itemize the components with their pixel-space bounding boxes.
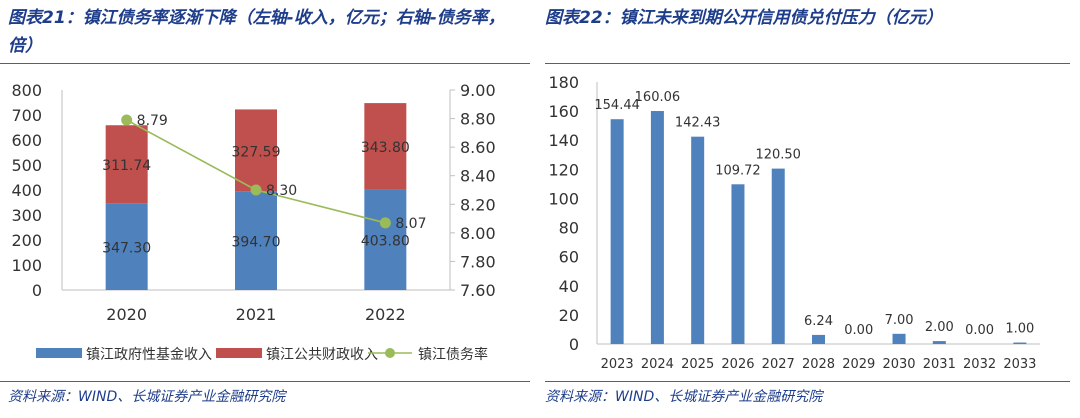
y-tick-label: 20 bbox=[559, 306, 579, 325]
left-y-tick-label: 800 bbox=[11, 81, 42, 100]
bar-data-label: 6.24 bbox=[804, 314, 833, 329]
legend-label: 镇江政府性基金收入 bbox=[86, 346, 212, 363]
x-tick-label: 2033 bbox=[1003, 357, 1036, 372]
maturity-bar bbox=[932, 341, 946, 344]
x-tick-label: 2021 bbox=[236, 305, 277, 324]
right-y-tick-label: 8.00 bbox=[460, 224, 496, 243]
maturity-bar bbox=[771, 168, 785, 344]
legend-label: 镇江债务率 bbox=[418, 346, 488, 363]
x-tick-label: 2020 bbox=[106, 305, 147, 324]
left-figure-title: 图表21：镇江债务率逐渐下降（左轴-收入，亿元；右轴-债务率，倍） bbox=[8, 8, 505, 56]
maturity-bar bbox=[610, 119, 624, 344]
y-tick-label: 100 bbox=[548, 189, 579, 208]
x-tick-label: 2026 bbox=[721, 357, 754, 372]
bar-data-label: 403.80 bbox=[361, 234, 410, 250]
maturity-bar bbox=[691, 136, 705, 344]
left-y-tick-label: 0 bbox=[32, 281, 42, 300]
left-y-tick-label: 400 bbox=[11, 181, 42, 200]
bar-data-label: 154.44 bbox=[594, 98, 640, 113]
debt-ratio-point bbox=[250, 184, 262, 196]
y-tick-label: 120 bbox=[548, 160, 579, 179]
maturity-bar bbox=[650, 111, 664, 344]
bar-segment-fund-revenue bbox=[105, 203, 148, 290]
bar-data-label: 311.74 bbox=[102, 158, 151, 174]
x-tick-label: 2032 bbox=[963, 357, 996, 372]
right-y-tick-label: 8.20 bbox=[460, 195, 496, 214]
y-tick-label: 40 bbox=[559, 277, 579, 296]
y-tick-label: 140 bbox=[548, 131, 579, 150]
right-figure-title: 图表22：镇江未来到期公开信用债兑付压力（亿元） bbox=[545, 8, 943, 28]
debt-ratio-label: 8.79 bbox=[137, 113, 168, 129]
bar-data-label: 343.80 bbox=[361, 140, 410, 156]
y-tick-label: 80 bbox=[559, 219, 579, 238]
left-panel: 图表21：镇江债务率逐渐下降（左轴-收入，亿元；右轴-债务率，倍） 0 100 20… bbox=[0, 0, 530, 418]
legend-marker bbox=[385, 348, 395, 358]
x-tick-label: 2029 bbox=[842, 357, 875, 372]
bar-segment-fund-revenue bbox=[364, 189, 407, 290]
right-y-tick-label: 8.40 bbox=[460, 167, 496, 186]
maturity-bar bbox=[892, 333, 906, 344]
x-tick-label: 2030 bbox=[882, 357, 915, 372]
x-tick-label: 2031 bbox=[923, 357, 956, 372]
right-y-tick-label: 7.80 bbox=[460, 252, 496, 271]
y-tick-label: 60 bbox=[559, 248, 579, 267]
right-y-tick-label: 7.60 bbox=[460, 281, 496, 300]
maturity-bar bbox=[812, 334, 825, 344]
bar-data-label: 109.72 bbox=[715, 163, 761, 178]
bar-segment-public-revenue bbox=[364, 103, 407, 190]
legend-swatch bbox=[36, 348, 82, 358]
bar-data-label: 347.30 bbox=[102, 241, 151, 257]
right-y-tick-label: 9.00 bbox=[460, 81, 496, 100]
bar-segment-public-revenue bbox=[235, 109, 277, 192]
right-source-note: 资料来源：WIND、长城证券产业金融研究院 bbox=[545, 389, 823, 405]
bar-data-label: 142.43 bbox=[675, 116, 721, 131]
right-source-rule bbox=[545, 381, 1070, 382]
bar-data-label: 160.06 bbox=[635, 90, 681, 105]
left-y-tick-label: 500 bbox=[11, 156, 42, 175]
right-title-rule bbox=[545, 63, 1070, 64]
right-y-tick-label: 8.60 bbox=[460, 138, 496, 157]
left-y-tick-label: 200 bbox=[11, 231, 42, 250]
bar-data-label: 1.00 bbox=[1005, 322, 1034, 337]
x-tick-label: 2023 bbox=[601, 357, 634, 372]
left-y-tick-label: 600 bbox=[11, 131, 42, 150]
legend-label: 镇江公共财政收入 bbox=[266, 347, 378, 363]
left-title-rule bbox=[0, 63, 530, 64]
left-y-tick-label: 700 bbox=[11, 106, 42, 125]
left-chart: 0 100 200 300 400 500 600 700 800 7.60 7.80 8.00 8.2… bbox=[11, 81, 496, 363]
bar-segment-public-revenue bbox=[105, 125, 148, 204]
bar-data-label: 7.00 bbox=[885, 313, 914, 328]
left-y-tick-label: 100 bbox=[11, 256, 42, 275]
bar-data-label: 0.00 bbox=[965, 323, 994, 338]
x-tick-label: 2022 bbox=[365, 305, 406, 324]
bar-data-label: 0.00 bbox=[844, 323, 873, 338]
bar-data-label: 327.59 bbox=[232, 144, 281, 160]
bar-segment-fund-revenue bbox=[235, 191, 277, 290]
y-tick-label: 160 bbox=[548, 102, 579, 121]
debt-ratio-point bbox=[379, 217, 391, 229]
right-panel: 图表22：镇江未来到期公开信用债兑付压力（亿元） 0 20 40 60 80 100 120… bbox=[545, 0, 1070, 418]
left-source-rule bbox=[0, 381, 530, 382]
left-source-note: 资料来源：WIND、长城证券产业金融研究院 bbox=[8, 389, 286, 405]
x-tick-label: 2027 bbox=[762, 357, 795, 372]
debt-ratio-label: 8.30 bbox=[266, 183, 297, 199]
bar-data-label: 394.70 bbox=[232, 235, 281, 251]
right-chart: 0 20 40 60 80 100 120 140 160 180 2023 2024 2025 2026… bbox=[548, 73, 1040, 372]
maturity-bar bbox=[1013, 342, 1027, 344]
x-tick-label: 2025 bbox=[681, 357, 714, 372]
x-tick-label: 2024 bbox=[641, 357, 674, 372]
y-tick-label: 0 bbox=[569, 335, 579, 354]
debt-ratio-point bbox=[121, 114, 133, 126]
maturity-bar bbox=[731, 184, 745, 344]
bar-data-label: 2.00 bbox=[925, 320, 954, 335]
y-tick-label: 180 bbox=[548, 73, 579, 92]
right-y-tick-label: 8.80 bbox=[460, 110, 496, 129]
left-y-tick-label: 300 bbox=[11, 206, 42, 225]
bar-data-label: 120.50 bbox=[755, 148, 801, 163]
debt-ratio-label: 8.07 bbox=[395, 216, 426, 232]
x-tick-label: 2028 bbox=[802, 357, 835, 372]
legend-swatch bbox=[216, 348, 262, 358]
